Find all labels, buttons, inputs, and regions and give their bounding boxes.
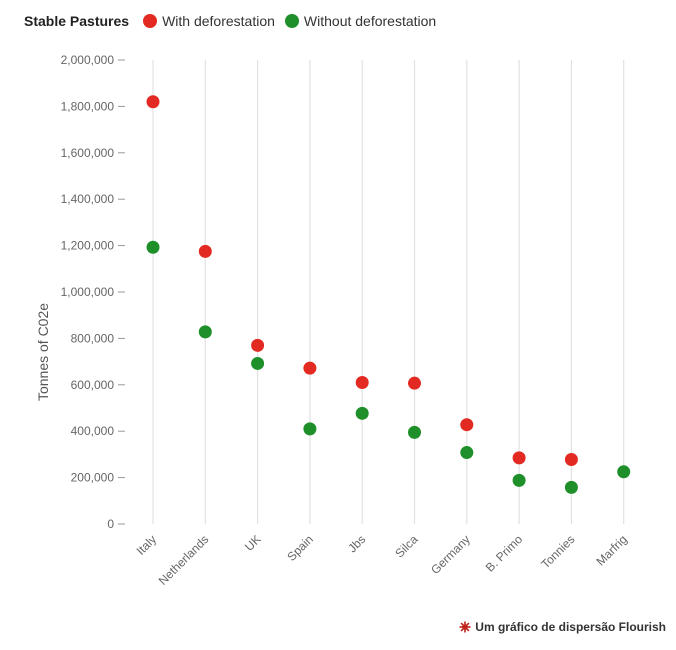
x-tick-label: UK bbox=[242, 532, 264, 554]
scatter-chart: 0 200,000 400,000 600,000 800,000 1,000,000 1,… bbox=[35, 53, 631, 588]
data-point-without-deforestation[interactable] bbox=[355, 406, 369, 420]
flourish-credit-label: Um gráfico de dispersão Flourish bbox=[475, 620, 666, 634]
y-tick-label: 800,000 bbox=[71, 331, 115, 345]
y-tick-label: 400,000 bbox=[71, 424, 115, 438]
data-point-without-deforestation[interactable] bbox=[564, 480, 578, 494]
data-point-without-deforestation[interactable] bbox=[617, 465, 631, 479]
y-tick-label: 0 bbox=[107, 517, 114, 531]
red-dot-icon bbox=[143, 14, 158, 28]
x-tick-label: Italy bbox=[134, 532, 159, 557]
x-tick-label: B. Primo bbox=[483, 532, 526, 575]
data-point-without-deforestation[interactable] bbox=[512, 473, 526, 487]
data-point-with-deforestation[interactable] bbox=[355, 375, 369, 389]
x-tick-label: Germany bbox=[428, 532, 473, 577]
y-axis-title: Tonnes of C02e bbox=[35, 303, 51, 401]
data-point-with-deforestation[interactable] bbox=[564, 453, 578, 467]
legend: Stable Pastures With deforestation Witho… bbox=[24, 10, 446, 32]
y-tick-label: 1,400,000 bbox=[61, 192, 115, 206]
data-point-with-deforestation[interactable] bbox=[146, 95, 160, 109]
x-tick-label: Marfrig bbox=[594, 532, 630, 568]
x-tick-label: Netherlands bbox=[156, 532, 212, 588]
flourish-logo-icon bbox=[459, 621, 471, 633]
data-point-with-deforestation[interactable] bbox=[198, 244, 212, 258]
legend-item-with-deforestation[interactable]: With deforestation bbox=[143, 13, 275, 29]
legend-label-with-deforestation: With deforestation bbox=[162, 13, 275, 29]
flourish-credit[interactable]: Um gráfico de dispersão Flourish bbox=[459, 620, 666, 634]
legend-title: Stable Pastures bbox=[24, 13, 130, 29]
data-point-without-deforestation[interactable] bbox=[408, 425, 421, 439]
y-tick-label: 1,600,000 bbox=[61, 146, 115, 160]
y-tick-label: 600,000 bbox=[71, 378, 115, 392]
x-tick-label: Spain bbox=[284, 532, 316, 564]
legend-label-without-deforestation: Without deforestation bbox=[303, 13, 437, 29]
x-tick-label: Tonnies bbox=[538, 532, 577, 571]
data-point-with-deforestation[interactable] bbox=[251, 338, 265, 352]
y-tick-label: 1,200,000 bbox=[61, 239, 115, 253]
data-point-without-deforestation[interactable] bbox=[460, 446, 474, 460]
x-tick-label: Jbs bbox=[345, 532, 368, 555]
data-point-without-deforestation[interactable] bbox=[303, 422, 317, 436]
data-point-without-deforestation[interactable] bbox=[198, 325, 212, 339]
legend-item-without-deforestation[interactable]: Without deforestation bbox=[284, 13, 437, 29]
y-tick-label: 2,000,000 bbox=[61, 53, 115, 67]
y-tick-label: 1,800,000 bbox=[61, 99, 115, 113]
green-dot-icon bbox=[284, 14, 299, 28]
x-tick-label: Silca bbox=[392, 532, 421, 561]
y-tick-label: 200,000 bbox=[71, 471, 115, 485]
data-point-with-deforestation[interactable] bbox=[512, 451, 526, 465]
data-point-with-deforestation[interactable] bbox=[303, 361, 317, 375]
data-point-with-deforestation[interactable] bbox=[408, 376, 421, 390]
data-point-with-deforestation[interactable] bbox=[460, 418, 474, 432]
data-point-without-deforestation[interactable] bbox=[146, 240, 160, 254]
data-point-without-deforestation[interactable] bbox=[251, 356, 265, 370]
y-tick-label: 1,000,000 bbox=[61, 285, 115, 299]
